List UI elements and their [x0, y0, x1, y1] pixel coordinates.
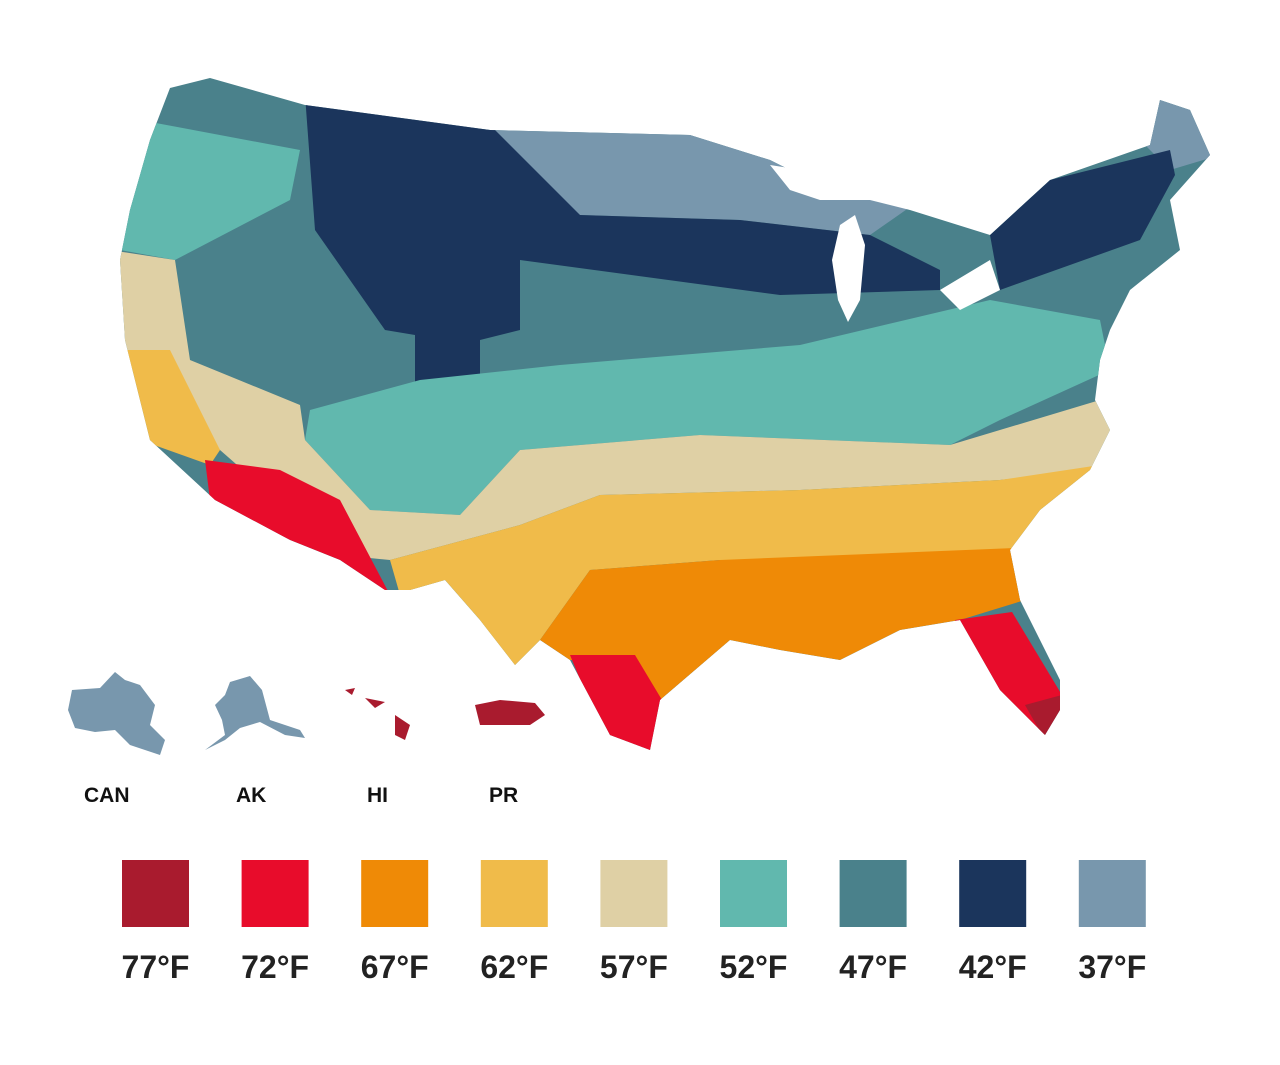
- us-map: [120, 78, 1210, 750]
- legend-label: 72°F: [241, 949, 309, 985]
- great-lakes: [770, 165, 1000, 322]
- legend-swatch: [241, 860, 309, 927]
- zone: [205, 460, 390, 595]
- legend: 77°F 72°F 67°F 62°F 57°F 52°F 47°F 42°F 37°F: [122, 860, 1146, 985]
- legend-swatch: [361, 860, 429, 927]
- legend-swatch: [1078, 860, 1146, 927]
- inset-label: PR: [489, 784, 518, 807]
- zone: [120, 350, 220, 465]
- legend-label: 42°F: [959, 949, 1027, 985]
- zone: [540, 548, 1025, 700]
- zone: [120, 120, 300, 260]
- legend-label: 67°F: [361, 949, 429, 985]
- zone: [120, 250, 1120, 560]
- legend-swatch: [122, 860, 189, 927]
- legend-label: 52°F: [720, 949, 788, 985]
- inset-hawaii: [395, 715, 410, 740]
- inset-label: HI: [367, 784, 388, 807]
- zone: [305, 300, 1110, 515]
- inset-label: AK: [236, 784, 266, 807]
- inset-hawaii: [345, 688, 355, 695]
- legend-swatch: [839, 860, 907, 927]
- zone: [390, 465, 1100, 670]
- legend-label: 47°F: [839, 949, 907, 985]
- zone: [480, 120, 920, 235]
- legend-label: 57°F: [600, 949, 668, 985]
- zone: [305, 95, 940, 400]
- legend-swatch: [959, 860, 1027, 927]
- legend-swatch: [720, 860, 787, 927]
- inset-alaska: [205, 676, 305, 750]
- legend-label: 62°F: [480, 949, 548, 985]
- zone: [570, 655, 662, 750]
- zone: [1025, 695, 1065, 740]
- legend-swatch: [600, 860, 668, 927]
- zone: [990, 150, 1175, 290]
- legend-label: 77°F: [122, 949, 190, 985]
- inset-label: CAN: [84, 784, 130, 807]
- legend-swatch: [480, 860, 548, 927]
- inset-hawaii: [365, 698, 385, 708]
- inset-puerto-rico: [475, 700, 545, 725]
- legend-label: 37°F: [1078, 949, 1146, 985]
- insets: CAN AK HI PR: [68, 672, 545, 807]
- inset-canada: [68, 672, 165, 755]
